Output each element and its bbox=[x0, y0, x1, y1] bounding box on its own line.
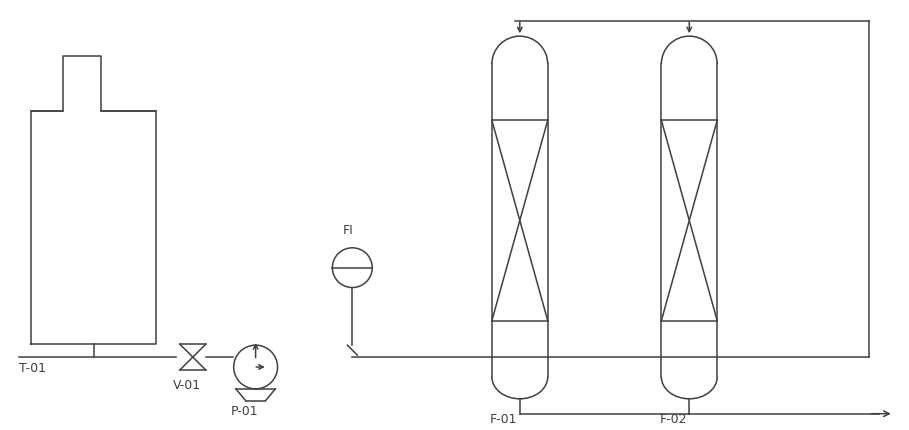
Text: F-02: F-02 bbox=[659, 412, 687, 425]
Text: V-01: V-01 bbox=[173, 378, 201, 391]
Text: T-01: T-01 bbox=[19, 361, 46, 374]
Text: F-01: F-01 bbox=[490, 412, 517, 425]
Text: P-01: P-01 bbox=[231, 404, 258, 417]
Text: FI: FI bbox=[343, 224, 353, 237]
